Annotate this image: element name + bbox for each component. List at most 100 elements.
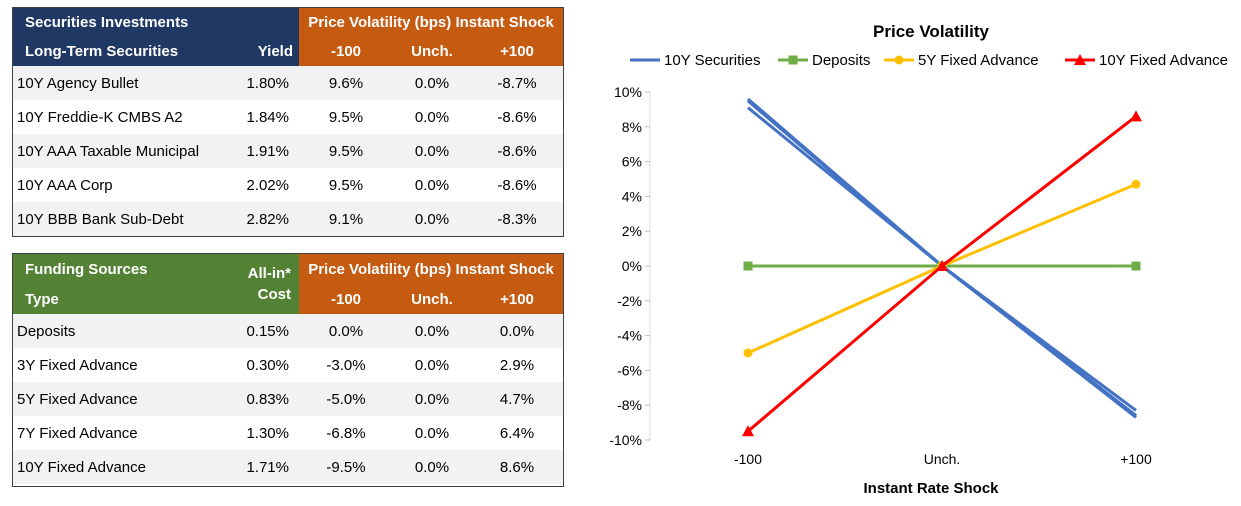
row-minus: 9.5% (328, 108, 364, 126)
row-unch: 0.0% (414, 142, 450, 160)
chart-y-axis: 10% 8% 6% 4% 2% 0% -2% -4% -6% -8% -10% (609, 84, 651, 448)
data-point-circle (1131, 179, 1141, 189)
row-rate: 2.82% (246, 210, 289, 228)
securities-header-row-1: Securities Investments Price Volatility … (13, 8, 563, 37)
row-name: 10Y Fixed Advance (17, 458, 146, 476)
chart-title: Price Volatility (873, 22, 989, 41)
y-tick-label: -8% (617, 397, 642, 413)
row-plus: 8.6% (499, 458, 535, 476)
table-row: 10Y AAA Corp 2.02% 9.5% 0.0% -8.6% (13, 168, 563, 202)
row-rate: 1.91% (246, 142, 289, 160)
funding-title: Funding Sources (25, 261, 148, 278)
legend-label: Deposits (812, 52, 870, 69)
row-rate: 0.83% (246, 390, 289, 408)
data-point-square (743, 261, 753, 271)
row-rate: 1.30% (246, 424, 289, 442)
y-tick-label: 4% (622, 188, 642, 204)
chart-x-axis: -100 Unch. +100 (734, 451, 1152, 467)
legend-label: 10Y Fixed Advance (1099, 52, 1228, 69)
row-rate: 1.80% (246, 74, 289, 92)
row-minus: -9.5% (326, 458, 366, 476)
row-unch: 0.0% (414, 108, 450, 126)
row-name: 10Y AAA Corp (17, 176, 113, 194)
securities-body: 10Y Agency Bullet 1.80% 9.6% 0.0% -8.7% … (13, 66, 563, 236)
row-minus: 9.5% (328, 142, 364, 160)
row-plus: -8.7% (497, 74, 537, 92)
chart-x-axis-label: Instant Rate Shock (863, 480, 999, 497)
series-line (747, 115, 1137, 433)
y-tick-label: 10% (614, 84, 642, 100)
row-plus: 0.0% (499, 322, 535, 340)
y-tick-label: 6% (622, 154, 642, 170)
row-minus: 9.1% (328, 210, 364, 228)
table-row: 10Y Fixed Advance 1.71% -9.5% 0.0% 8.6% (13, 450, 563, 484)
row-plus: -8.6% (497, 108, 537, 126)
funding-col-type: Type (25, 291, 59, 308)
funding-body: Deposits 0.15% 0.0% 0.0% 0.0% 3Y Fixed A… (13, 314, 563, 484)
funding-col-unch: Unch. (411, 291, 453, 308)
funding-table: Funding Sources Type All-in* Cost Price … (12, 253, 564, 487)
data-point-square (1131, 261, 1141, 271)
row-minus: -6.8% (326, 424, 366, 442)
table-row: 10Y AAA Taxable Municipal 1.91% 9.5% 0.0… (13, 134, 563, 168)
table-row: 5Y Fixed Advance 0.83% -5.0% 0.0% 4.7% (13, 382, 563, 416)
table-row: Deposits 0.15% 0.0% 0.0% 0.0% (13, 314, 563, 348)
row-name: 10Y BBB Bank Sub-Debt (17, 210, 184, 228)
data-point-triangle (936, 260, 948, 271)
row-unch: 0.0% (414, 74, 450, 92)
series-10y-fixed-advance (742, 110, 1142, 437)
series-line (747, 106, 1137, 412)
row-unch: 0.0% (414, 424, 450, 442)
funding-col-rate-line2: Cost (257, 286, 291, 303)
row-minus: 0.0% (328, 322, 364, 340)
row-rate: 1.71% (246, 458, 289, 476)
securities-band-title: Price Volatility (bps) Instant Shock (299, 8, 563, 37)
row-unch: 0.0% (414, 390, 450, 408)
funding-shock-cols: -100 Unch. +100 (299, 285, 563, 314)
legend-label: 10Y Securities (664, 52, 760, 69)
data-point-triangle (742, 425, 754, 437)
row-rate: 0.30% (246, 356, 289, 374)
securities-table: Securities Investments Price Volatility … (12, 7, 564, 237)
legend-label: 5Y Fixed Advance (918, 52, 1039, 69)
securities-col-minus: -100 (299, 37, 393, 66)
row-minus: -3.0% (326, 356, 366, 374)
row-plus: 4.7% (499, 390, 535, 408)
row-plus: 6.4% (499, 424, 535, 442)
y-tick-label: 8% (622, 119, 642, 135)
securities-col-unch: Unch. (393, 37, 471, 66)
row-rate: 0.15% (246, 322, 289, 340)
row-unch: 0.0% (414, 210, 450, 228)
funding-col-minus: -100 (330, 291, 362, 308)
x-tick-label: Unch. (924, 451, 961, 467)
row-name: 10Y Agency Bullet (17, 74, 139, 92)
row-unch: 0.0% (414, 176, 450, 194)
y-tick-label: -6% (617, 362, 642, 378)
row-plus: 2.9% (499, 356, 535, 374)
funding-header: Funding Sources Type All-in* Cost Price … (13, 254, 563, 314)
row-name: 10Y Freddie-K CMBS A2 (17, 108, 183, 126)
securities-header-row-2: Long-Term Securities Yield -100 Unch. +1… (13, 37, 563, 66)
funding-band-title: Price Volatility (bps) Instant Shock (308, 261, 554, 278)
data-point-circle (894, 55, 904, 65)
x-tick-label: +100 (1120, 451, 1152, 467)
row-name: Deposits (17, 322, 76, 340)
data-point-square (788, 55, 798, 65)
data-point-circle (743, 348, 753, 358)
funding-header-left: Funding Sources Type (13, 254, 233, 314)
row-plus: -8.6% (497, 176, 537, 194)
table-row: 10Y Freddie-K CMBS A2 1.84% 9.5% 0.0% -8… (13, 100, 563, 134)
row-unch: 0.0% (414, 356, 450, 374)
data-point-triangle (1130, 110, 1142, 122)
y-tick-label: 2% (622, 223, 642, 239)
row-rate: 1.84% (246, 108, 289, 126)
row-minus: 9.5% (328, 176, 364, 194)
funding-header-right: Price Volatility (bps) Instant Shock -10… (299, 254, 563, 314)
row-minus: -5.0% (326, 390, 366, 408)
chart-legend: 10Y Securities Deposits 5Y Fixed Advance 10… (630, 52, 1228, 69)
securities-col-type: Long-Term Securities (13, 37, 233, 66)
price-volatility-chart: Price Volatility Instant Rate Shock 10Y … (580, 0, 1241, 506)
row-plus: -8.6% (497, 142, 537, 160)
table-row: 7Y Fixed Advance 1.30% -6.8% 0.0% 6.4% (13, 416, 563, 450)
y-tick-label: 0% (622, 258, 642, 274)
